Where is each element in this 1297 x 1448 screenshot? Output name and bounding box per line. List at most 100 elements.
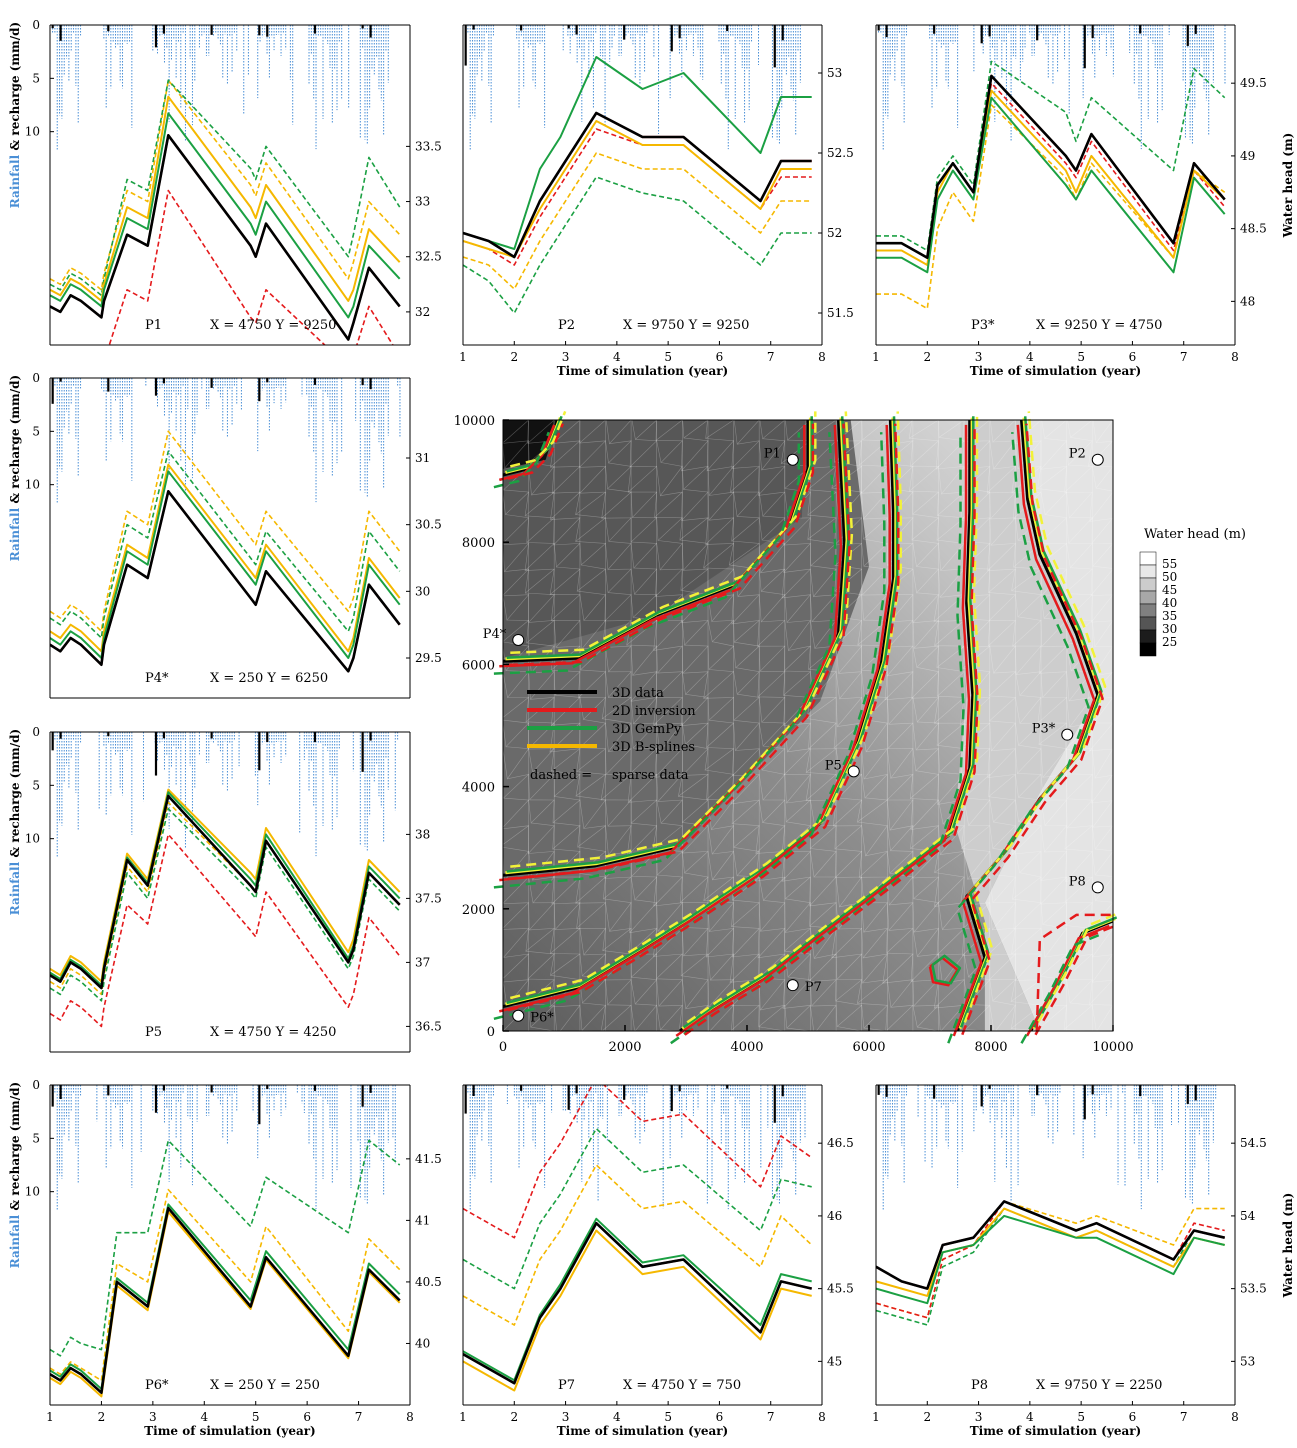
recharge-bar xyxy=(1194,25,1197,34)
contour-2d-inversion xyxy=(498,424,891,1013)
mesh-edge xyxy=(1040,593,1067,621)
mesh-edge xyxy=(579,978,606,1006)
contour-3d-gempy-sparse xyxy=(493,432,837,889)
mesh-edge xyxy=(1040,927,1067,958)
mesh-edge xyxy=(887,799,914,831)
recharge-bar xyxy=(107,25,110,32)
head-tick-label: 31 xyxy=(415,451,430,465)
head-tick-label: 45 xyxy=(827,1354,842,1368)
mesh-edge xyxy=(527,824,555,855)
series-3d-b-splines xyxy=(876,1207,1225,1297)
recharge-bar xyxy=(59,25,62,41)
mesh-edge xyxy=(834,440,863,467)
mesh-edge xyxy=(502,722,529,750)
legend-label: 3D data xyxy=(612,686,664,701)
obs-point-label: P4* xyxy=(483,627,507,642)
series-3d-gempy-sparse- xyxy=(50,1139,401,1357)
mesh-edge xyxy=(677,773,709,801)
rain-axis-label: Rainfall & recharge (mm/d) xyxy=(8,1082,22,1268)
mesh-edge xyxy=(579,542,606,570)
mesh-edge xyxy=(549,722,581,753)
mesh-edge xyxy=(835,876,863,908)
time-axis-label: Time of simulation (year) xyxy=(144,1424,315,1438)
mesh-edge xyxy=(989,491,1016,520)
mesh-edge xyxy=(962,645,991,673)
recharge-bar xyxy=(670,25,673,52)
mesh-edge xyxy=(938,465,965,495)
series-3d-b-splines-sparse- xyxy=(50,1188,401,1382)
recharge-bar xyxy=(877,1085,880,1095)
mesh-edge xyxy=(656,465,683,497)
head-tick-label: 33.5 xyxy=(415,139,442,153)
recharge-bar xyxy=(210,732,213,739)
head-tick-label: 40 xyxy=(415,1336,430,1350)
rain-tick-label: 5 xyxy=(32,778,40,792)
obs-point-label: P6* xyxy=(530,1011,554,1026)
mesh-edge xyxy=(831,927,863,959)
mesh-edge xyxy=(933,979,965,1009)
mesh-edge xyxy=(912,876,939,904)
mesh-edge xyxy=(499,696,529,724)
recharge-bar xyxy=(1083,1085,1086,1120)
mesh-edge xyxy=(809,876,837,907)
contour-3d-gempy-sparse xyxy=(1020,932,1105,1044)
map-legend: 3D data 2D inversion 3D GemPy 3D B-splines d… xyxy=(527,686,696,783)
mesh-edge xyxy=(1011,824,1042,856)
mesh-edge xyxy=(783,517,811,546)
panel-coords: X = 9250 Y = 4750 xyxy=(1036,318,1162,333)
series-lines xyxy=(463,1085,813,1392)
recharge-bar xyxy=(59,1085,62,1100)
head-tick-label: 52.5 xyxy=(827,146,854,160)
mesh-edge xyxy=(733,645,760,673)
time-tick-label: 8 xyxy=(818,1410,826,1424)
time-tick-label: 3 xyxy=(562,350,570,364)
mesh-edge xyxy=(805,748,837,775)
mesh-edge xyxy=(1066,491,1093,519)
recharge-bar xyxy=(59,732,62,739)
mesh-edge xyxy=(553,773,581,801)
mesh-edge xyxy=(937,491,965,519)
obs-point-label: P8 xyxy=(1069,874,1086,889)
mesh-edge xyxy=(809,825,837,852)
mesh-edge xyxy=(912,1004,939,1032)
recharge-bar xyxy=(678,1085,681,1092)
mesh-edge xyxy=(630,645,658,677)
map-x-tick-label: 6000 xyxy=(852,1040,885,1055)
mesh-edge xyxy=(680,953,709,981)
mesh-edge xyxy=(989,696,1016,724)
mesh-edge xyxy=(1040,978,1067,1007)
legend-note-right: sparse data xyxy=(612,768,689,783)
contour-2d-inversion-sparse xyxy=(507,423,900,1012)
mesh-edge xyxy=(678,1004,709,1035)
mesh-edge xyxy=(1014,953,1042,982)
mesh-edge xyxy=(655,953,683,981)
contour-2d-inversion-sparse xyxy=(1034,923,1119,1036)
series-3d-b-splines xyxy=(50,1210,401,1398)
head-tick-label: 51.5 xyxy=(827,306,854,320)
mesh-edge xyxy=(963,799,991,827)
mesh-edge xyxy=(988,671,1016,698)
recharge-bar xyxy=(313,732,317,743)
mesh-edge xyxy=(757,465,786,497)
mesh-edge xyxy=(810,799,837,827)
mesh-edge xyxy=(912,593,939,624)
mesh-edge xyxy=(1037,696,1067,724)
mesh-edge xyxy=(781,850,811,883)
time-tick-label: 8 xyxy=(818,350,826,364)
series-3d-b-splines-sparse- xyxy=(50,801,401,996)
mesh-edge xyxy=(525,696,555,724)
mesh-edge xyxy=(784,799,811,827)
mesh-edge xyxy=(959,696,991,726)
mesh-edge xyxy=(605,747,632,776)
mesh-edge xyxy=(1013,901,1042,930)
mesh-edge xyxy=(807,517,837,544)
rain-axis-label: Rainfall & recharge (mm/d) xyxy=(8,729,22,915)
mesh-edge xyxy=(1040,850,1067,882)
mesh-edge xyxy=(758,901,786,932)
time-tick-label: 1 xyxy=(872,350,880,364)
mesh-edge xyxy=(937,773,965,806)
series-3d-gempy-sparse- xyxy=(463,1127,812,1290)
mesh-edge xyxy=(784,722,811,753)
mesh-edge xyxy=(550,748,581,775)
mesh-edge xyxy=(528,1004,555,1032)
